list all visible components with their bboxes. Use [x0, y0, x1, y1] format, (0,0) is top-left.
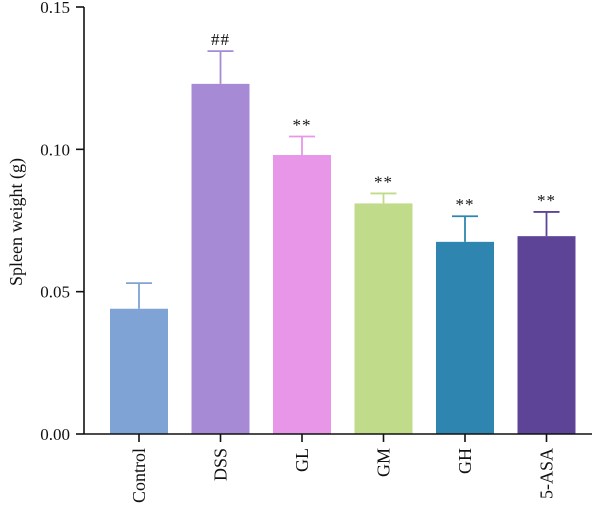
x-tick-label: 5-ASA: [537, 448, 557, 499]
bar-gl: [273, 155, 331, 434]
significance-label: **: [374, 172, 393, 191]
y-axis-title: Spleen weight (g): [6, 158, 27, 286]
y-tick-label: 0.15: [40, 0, 70, 17]
y-axis: 0.00 0.05 0.10 0.15: [40, 0, 85, 444]
bar-gh: [436, 241, 494, 434]
y-tick-label: 0.10: [40, 140, 70, 159]
x-axis: Control DSS GL GM GH 5-ASA: [84, 433, 592, 503]
plot-area: ## ** ** ** **: [110, 30, 576, 435]
y-tick-label: 0.05: [40, 283, 70, 302]
x-tick-label: GH: [455, 448, 475, 474]
bar-5-asa: [517, 236, 576, 434]
significance-label: ##: [211, 30, 230, 49]
x-tick-label: DSS: [211, 448, 231, 481]
bar-dss: [191, 83, 250, 435]
significance-label: **: [293, 116, 312, 135]
significance-label: **: [537, 191, 556, 210]
bar-control: [110, 308, 168, 434]
x-tick-label: GL: [292, 448, 312, 472]
x-tick-label: Control: [129, 448, 149, 503]
x-tick-label: GM: [374, 448, 394, 477]
y-tick-label: 0.00: [40, 425, 70, 444]
significance-label: **: [456, 195, 475, 214]
bar-gm: [354, 203, 413, 434]
